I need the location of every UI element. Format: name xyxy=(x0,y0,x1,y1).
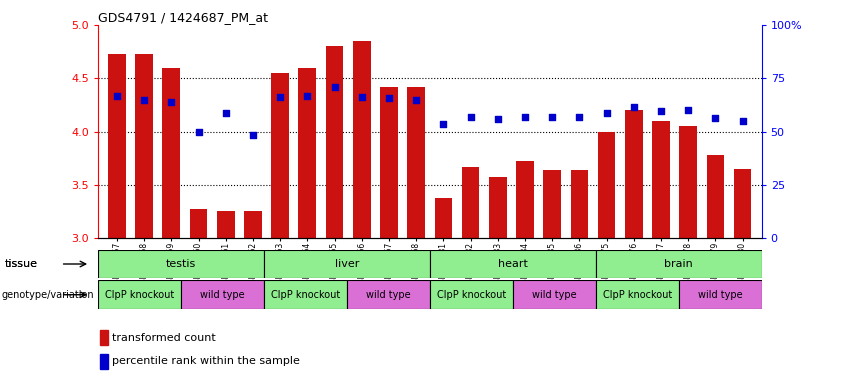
Bar xyxy=(299,68,317,238)
Text: tissue: tissue xyxy=(5,259,38,269)
Point xyxy=(382,95,396,101)
Point xyxy=(110,93,123,99)
Point xyxy=(464,114,477,120)
Bar xyxy=(98,250,264,278)
Bar xyxy=(264,280,347,309)
Bar xyxy=(679,126,697,238)
Text: wild type: wild type xyxy=(532,290,576,300)
Text: wild type: wild type xyxy=(200,290,244,300)
Point xyxy=(682,107,695,113)
Bar xyxy=(100,354,108,369)
Text: ClpP knockout: ClpP knockout xyxy=(105,290,174,300)
Bar xyxy=(380,87,397,238)
Point xyxy=(736,118,750,124)
Text: percentile rank within the sample: percentile rank within the sample xyxy=(111,356,300,366)
Point xyxy=(409,96,423,103)
Text: ClpP knockout: ClpP knockout xyxy=(271,290,340,300)
Bar xyxy=(462,167,479,238)
Text: wild type: wild type xyxy=(698,290,742,300)
Point xyxy=(518,114,532,120)
Point xyxy=(627,104,641,110)
Bar xyxy=(190,209,208,238)
Point xyxy=(273,94,287,101)
Bar xyxy=(347,280,430,309)
Bar xyxy=(596,280,679,309)
Point xyxy=(573,114,586,120)
Text: testis: testis xyxy=(166,259,196,269)
Bar xyxy=(264,250,430,278)
Point xyxy=(191,129,205,135)
Bar xyxy=(353,41,370,238)
Point xyxy=(437,121,450,127)
Bar xyxy=(180,280,264,309)
Point xyxy=(219,110,232,116)
Bar xyxy=(326,46,344,238)
Bar xyxy=(489,177,506,238)
Point xyxy=(600,110,614,116)
Text: ClpP knockout: ClpP knockout xyxy=(437,290,505,300)
Text: genotype/variation: genotype/variation xyxy=(2,290,94,300)
Bar xyxy=(135,54,153,238)
Point xyxy=(709,114,722,121)
Bar xyxy=(435,198,452,238)
Bar xyxy=(596,250,762,278)
Bar xyxy=(217,212,235,238)
Point xyxy=(164,99,178,105)
Text: tissue: tissue xyxy=(4,259,37,269)
Text: transformed count: transformed count xyxy=(111,333,215,343)
Bar xyxy=(679,280,762,309)
Bar xyxy=(98,280,180,309)
Bar xyxy=(100,330,108,345)
Bar xyxy=(430,280,512,309)
Bar xyxy=(512,280,596,309)
Text: ClpP knockout: ClpP knockout xyxy=(603,290,671,300)
Bar xyxy=(652,121,670,238)
Bar xyxy=(625,110,643,238)
Bar xyxy=(163,68,180,238)
Point xyxy=(355,94,368,101)
Point xyxy=(328,84,341,90)
Bar xyxy=(706,155,724,238)
Point xyxy=(246,132,260,138)
Bar xyxy=(108,54,126,238)
Point xyxy=(491,116,505,122)
Text: GDS4791 / 1424687_PM_at: GDS4791 / 1424687_PM_at xyxy=(98,11,268,24)
Text: wild type: wild type xyxy=(366,290,410,300)
Bar xyxy=(408,87,425,238)
Bar xyxy=(516,161,534,238)
Bar xyxy=(734,169,751,238)
Bar xyxy=(543,170,561,238)
Text: liver: liver xyxy=(334,259,359,269)
Point xyxy=(137,96,151,103)
Bar xyxy=(271,73,289,238)
Text: heart: heart xyxy=(498,259,528,269)
Bar xyxy=(244,212,262,238)
Point xyxy=(545,114,559,120)
Point xyxy=(654,108,668,114)
Bar xyxy=(570,170,588,238)
Bar xyxy=(430,250,596,278)
Bar xyxy=(597,131,615,238)
Point xyxy=(300,93,314,99)
Text: brain: brain xyxy=(665,259,693,269)
